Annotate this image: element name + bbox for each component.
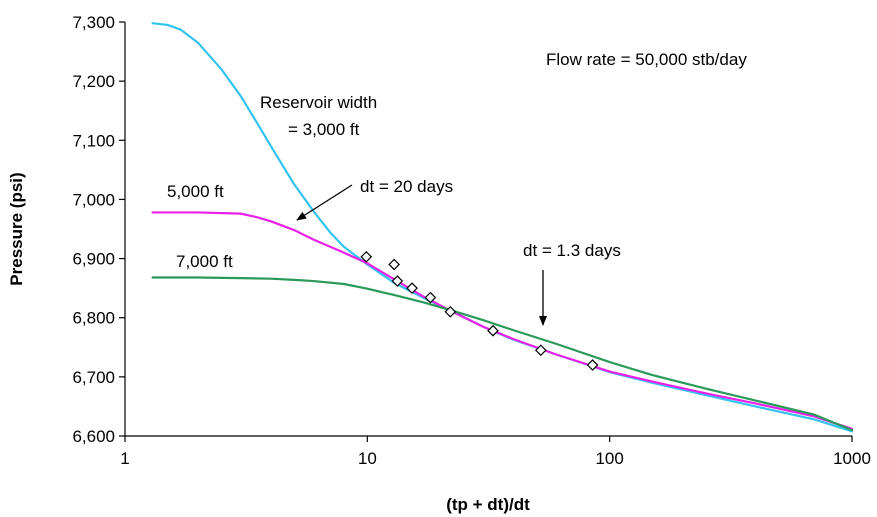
y-tick-label: 7,200 (72, 72, 115, 91)
data-point-marker (444, 305, 457, 318)
data-point-marker (424, 291, 437, 304)
marker-group (360, 250, 599, 371)
x-tick-label: 100 (595, 449, 623, 468)
y-tick-label: 7,100 (72, 131, 115, 150)
series-label-5000: 5,000 ft (167, 182, 224, 201)
y-ticks: 6,600 6,700 6,800 6,900 7,000 7,100 7,200 7,300 (72, 13, 125, 446)
data-point-marker (534, 344, 547, 357)
reservoir-width-annotation-line1: Reservoir width (260, 93, 377, 112)
series-line-7-000-ft (151, 276, 854, 432)
y-tick-label: 6,600 (72, 427, 115, 446)
data-point-marker (406, 282, 418, 294)
x-axis-title: (tp + dt)/dt (446, 495, 530, 514)
data-point-marker (388, 258, 400, 271)
series-line-3-000-ft (151, 22, 854, 433)
dt-1-3-days-annotation: dt = 1.3 days (523, 241, 621, 260)
data-point-marker (360, 250, 373, 263)
y-tick-label: 7,000 (72, 190, 115, 209)
data-point-marker (487, 324, 499, 337)
dt-20-days-annotation: dt = 20 days (360, 177, 453, 196)
y-tick-label: 6,800 (72, 309, 115, 328)
data-point-marker (586, 359, 599, 371)
x-tick-label: 1 (120, 449, 129, 468)
x-ticks: 1 10 100 1000 (120, 436, 871, 468)
y-tick-label: 7,300 (72, 13, 115, 32)
dt-20-days-arrow (296, 184, 353, 221)
x-tick-label: 1000 (833, 449, 871, 468)
y-tick-label: 6,700 (72, 368, 115, 387)
annotations: Flow rate = 50,000 stb/day Reservoir wid… (167, 50, 747, 326)
series-label-7000: 7,000 ft (176, 252, 233, 271)
data-point-marker (391, 275, 404, 287)
reservoir-width-annotation-line2: = 3,000 ft (288, 120, 360, 139)
series-group (151, 22, 854, 433)
y-tick-label: 6,900 (72, 250, 115, 269)
x-tick-label: 10 (358, 449, 377, 468)
series-line-5-000-ft (151, 211, 854, 430)
y-axis-title: Pressure (psi) (7, 172, 26, 285)
flow-rate-annotation: Flow rate = 50,000 stb/day (546, 50, 747, 69)
axes (124, 22, 852, 437)
